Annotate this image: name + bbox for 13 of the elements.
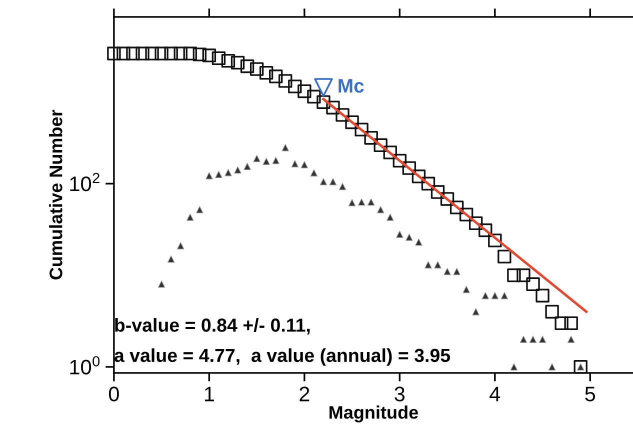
- x-tick-label: 1: [204, 386, 214, 402]
- series-label: Mc: [338, 79, 364, 93]
- annotation: b-value = 0.84 +/- 0.11,: [115, 318, 310, 335]
- x-tick-label: 2: [300, 386, 310, 402]
- x-tick-label: 0: [108, 386, 119, 402]
- x-axis-title: Magnitude: [330, 406, 418, 422]
- x-tick-label: 4: [490, 386, 500, 402]
- x-tick-label: 3: [394, 386, 405, 402]
- x-tick-label: 5: [585, 386, 596, 402]
- y-tick-label: 10$^{2}$: [70, 172, 100, 192]
- y-axis-title: Cumulative Number: [49, 110, 62, 280]
- annotation: a value = 4.77, a value (annual) = 3.95: [114, 348, 450, 366]
- y-tick-label: 10$^{0}$: [70, 356, 100, 374]
